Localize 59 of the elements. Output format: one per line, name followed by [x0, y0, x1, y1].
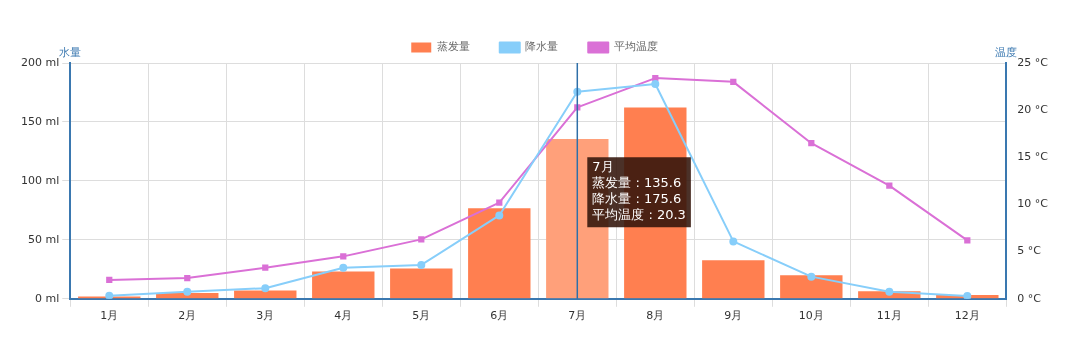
point [808, 140, 815, 147]
y2-axis-title: 温度 [995, 46, 1018, 60]
bar [312, 271, 375, 299]
x-tick-label: 10月 [798, 309, 824, 323]
x-tick-label: 3月 [256, 309, 275, 323]
annotation: 降水量 : 175.6 [592, 191, 682, 207]
x-tick-label: 1月 [100, 309, 119, 323]
point [807, 272, 816, 281]
y-tick-label: 100 ml [21, 173, 60, 187]
bar [468, 208, 531, 299]
point [652, 74, 659, 82]
x-tick-label: 5月 [412, 309, 431, 323]
x-tick-label: 4月 [334, 309, 353, 323]
legend-label: 蒸发量 [436, 40, 470, 54]
x-tick-label: 11月 [876, 309, 902, 323]
annotation: 平均温度 : 20.3 [592, 207, 686, 223]
point [963, 292, 972, 299]
y2-tick-label: 0 °C [1017, 291, 1042, 305]
point [729, 237, 738, 246]
point [730, 78, 737, 85]
point [340, 253, 347, 260]
point [885, 287, 894, 296]
y-tick-label: 50 ml [28, 232, 60, 246]
point [339, 263, 348, 272]
point [417, 260, 426, 269]
x-tick-label: 12月 [954, 309, 980, 323]
x-tick-label: 6月 [490, 309, 509, 323]
y-tick-label: 0 ml [34, 291, 60, 305]
x-tick-label: 7月 [568, 309, 587, 323]
y2-tick-label: 5 °C [1017, 244, 1042, 258]
y2-tick-label: 10 °C [1017, 197, 1049, 211]
y2-tick-label: 20 °C [1017, 103, 1049, 117]
legend-label: 降水量 [525, 40, 559, 54]
point [496, 199, 503, 206]
point [106, 276, 113, 284]
bar [702, 260, 765, 299]
point [183, 287, 192, 296]
point [418, 236, 425, 243]
x-tick-label: 9月 [724, 309, 743, 323]
point [184, 274, 191, 282]
point [105, 291, 114, 299]
point [886, 182, 893, 189]
annotation: 蒸发量 : 135.6 [592, 175, 682, 191]
point [964, 237, 971, 244]
x-tick-label: 8月 [646, 309, 665, 323]
point [262, 264, 269, 271]
annotation: 7月 [592, 159, 614, 175]
y2-tick-label: 15 °C [1017, 150, 1049, 164]
y-axis-title: 水量 [59, 46, 82, 60]
point [651, 79, 660, 88]
point [495, 211, 504, 220]
y-tick-label: 150 ml [21, 114, 60, 128]
y2-tick-label: 25 °C [1017, 55, 1049, 69]
legend-label: 平均温度 [613, 40, 658, 54]
bar [390, 268, 453, 299]
bar [780, 275, 843, 299]
point [261, 284, 270, 293]
y-tick-label: 200 ml [21, 55, 60, 69]
x-tick-label: 2月 [178, 309, 197, 323]
